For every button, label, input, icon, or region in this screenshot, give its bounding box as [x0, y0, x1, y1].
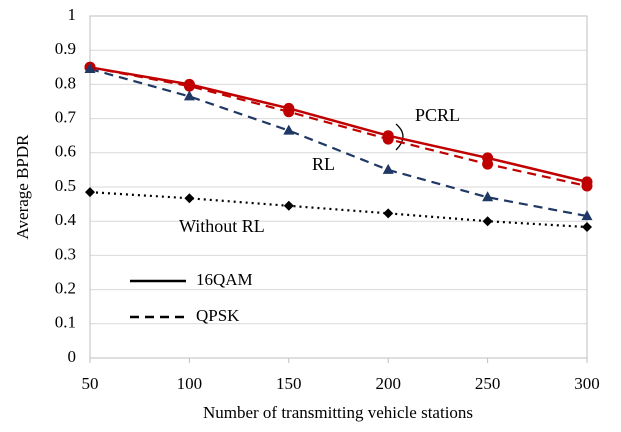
y-tick-label: 0.8: [55, 73, 76, 92]
y-tick-label: 0.1: [55, 313, 76, 332]
marker: [582, 222, 592, 233]
marker: [183, 80, 195, 92]
y-tick-label: 0.5: [55, 176, 76, 195]
annotation: PCRL: [415, 105, 460, 125]
marker: [482, 191, 494, 202]
x-tick-label: 250: [475, 374, 501, 393]
y-axis-label: Average BPDR: [13, 134, 32, 240]
legend-label: 16QAM: [196, 270, 253, 289]
marker: [283, 124, 295, 135]
y-tick-label: 0.2: [55, 279, 76, 298]
marker: [85, 187, 95, 198]
x-tick-label: 50: [82, 374, 99, 393]
marker: [482, 216, 493, 227]
marker: [482, 158, 494, 170]
y-tick-label: 0: [68, 347, 77, 366]
marker: [84, 63, 96, 74]
series-line: [89, 191, 588, 229]
marker: [283, 200, 294, 211]
y-tick-label: 0.4: [55, 210, 77, 229]
x-tick-label: 300: [574, 374, 600, 393]
bracket: [395, 123, 404, 151]
annotation: RL: [312, 154, 335, 174]
series-line: [89, 67, 588, 218]
x-tick-label: 100: [177, 374, 203, 393]
y-tick-label: 0.7: [55, 108, 77, 127]
y-tick-label: 1: [68, 5, 77, 24]
marker: [581, 180, 593, 192]
marker: [383, 208, 394, 219]
marker: [184, 193, 195, 204]
legend-label: QPSK: [196, 306, 240, 325]
x-tick-label: 200: [375, 374, 401, 393]
y-tick-label: 0.3: [55, 244, 76, 263]
series-line: [89, 66, 588, 184]
x-axis-label: Number of transmitting vehicle stations: [203, 403, 473, 422]
y-tick-label: 0.6: [55, 142, 76, 161]
x-tick-label: 150: [276, 374, 302, 393]
marker: [581, 210, 593, 221]
marker: [183, 90, 195, 101]
marker: [382, 163, 394, 174]
marker: [382, 133, 394, 145]
annotation: Without RL: [179, 216, 265, 236]
marker: [283, 106, 295, 118]
y-tick-label: 0.9: [55, 39, 76, 58]
series-line: [89, 66, 588, 188]
